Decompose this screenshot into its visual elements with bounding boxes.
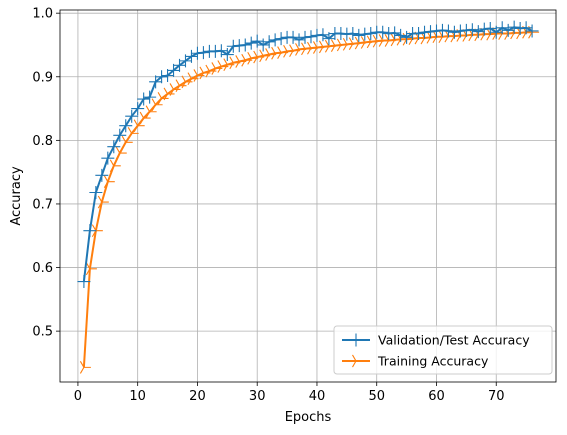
y-tick-label: 1.0 bbox=[32, 7, 53, 22]
y-axis-label: Accuracy bbox=[9, 166, 24, 226]
x-tick-label: 40 bbox=[309, 389, 326, 404]
x-tick-label: 10 bbox=[129, 389, 146, 404]
x-tick-label: 70 bbox=[488, 389, 505, 404]
y-tick-label: 0.7 bbox=[32, 197, 53, 212]
x-tick-label: 0 bbox=[74, 389, 82, 404]
y-tick-label: 0.8 bbox=[32, 134, 53, 149]
x-tick-label: 20 bbox=[189, 389, 206, 404]
y-tick-label: 0.9 bbox=[32, 70, 53, 85]
y-tick-label: 0.5 bbox=[32, 325, 53, 340]
legend-label-training: Training Accuracy bbox=[377, 354, 489, 369]
legend: Validation/Test Accuracy Training Accura… bbox=[334, 326, 552, 374]
x-tick-label: 50 bbox=[368, 389, 385, 404]
x-tick-label: 60 bbox=[428, 389, 445, 404]
y-tick-label: 0.6 bbox=[32, 261, 53, 276]
x-axis-label: Epochs bbox=[285, 410, 332, 425]
x-tick-label: 30 bbox=[249, 389, 266, 404]
legend-label-validation: Validation/Test Accuracy bbox=[378, 333, 530, 348]
